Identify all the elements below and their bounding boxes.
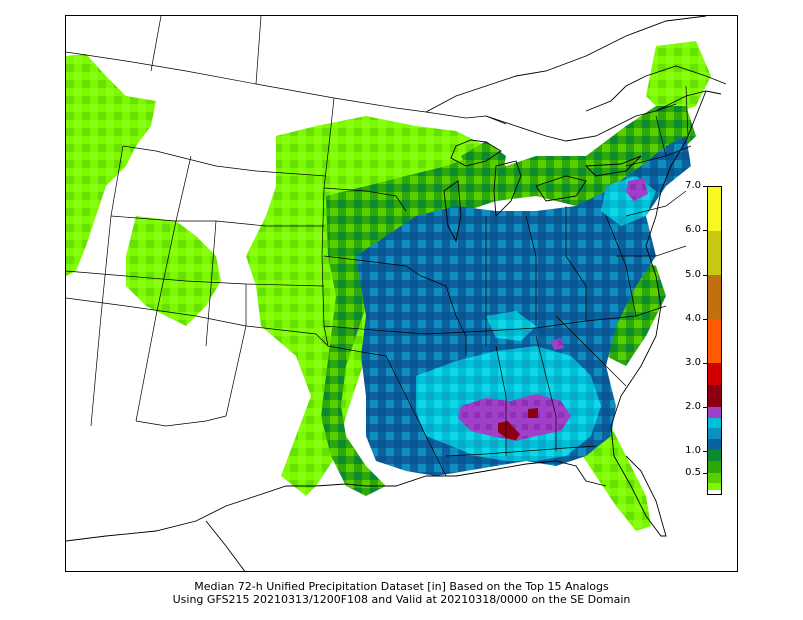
colorbar-bin-7 — [708, 416, 721, 429]
colorbar-bin-2 — [708, 471, 721, 484]
precip-region-green — [321, 106, 696, 496]
colorbar-bin-14 — [708, 187, 721, 232]
colorbar-tick-mark — [703, 473, 707, 475]
colorbar-tick-label: 2.0 — [685, 400, 701, 412]
colorbar-tick-label: 4.0 — [685, 312, 701, 324]
colorbar-bin-11 — [708, 317, 721, 363]
colorbar-tick-label: 6.0 — [685, 224, 701, 236]
colorbar-bin-4 — [708, 449, 721, 462]
colorbar-tick-mark — [703, 318, 707, 320]
coastlines — [66, 16, 727, 571]
caption-line-1: Median 72-h Unified Precipitation Datase… — [194, 580, 609, 593]
colorbar-bin-0 — [708, 488, 721, 494]
colorbar-tick-mark — [703, 230, 707, 232]
caption-line-2: Using GFS215 20210313/1200F108 and Valid… — [172, 593, 631, 606]
precipitation-map — [66, 16, 727, 571]
colorbar-tick-mark — [703, 362, 707, 364]
colorbar-bin-9 — [708, 383, 721, 407]
colorbar-tick-mark — [703, 186, 707, 187]
colorbar-tick-label: 1.0 — [685, 444, 701, 456]
map-caption: Median 72-h Unified Precipitation Datase… — [0, 580, 803, 606]
colorbar-bin-8 — [708, 405, 721, 418]
colorbar-bin-3 — [708, 460, 721, 473]
colorbar-tick-label: 7.0 — [685, 180, 701, 191]
precip-region-purple — [458, 178, 648, 441]
colorbar-tick-label: 5.0 — [685, 268, 701, 280]
colorbar-tick-mark — [703, 406, 707, 408]
colorbar-tick-mark — [703, 274, 707, 276]
colorbar-tick-mark — [703, 450, 707, 452]
colorbar-tick-label: 0.5 — [685, 467, 701, 479]
colorbar-bin-12 — [708, 274, 721, 320]
colorbar-tick-label: 3.0 — [685, 356, 701, 368]
colorbar-bin-13 — [708, 230, 721, 276]
colorbar-bin-1 — [708, 482, 721, 490]
colorbar-bin-5 — [708, 438, 721, 451]
colorbar-bin-10 — [708, 361, 721, 385]
precip-region-dark-red — [498, 408, 538, 440]
map-frame — [65, 15, 738, 572]
colorbar-bin-6 — [708, 427, 721, 440]
colorbar — [707, 186, 722, 495]
state-boundaries — [66, 16, 692, 477]
